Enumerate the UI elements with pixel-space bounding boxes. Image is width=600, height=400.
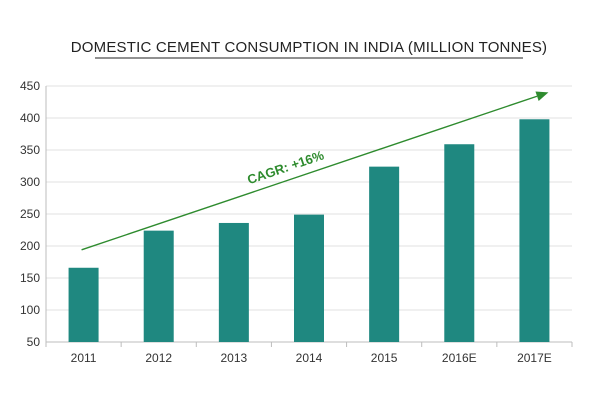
bar-2015 bbox=[369, 166, 400, 342]
bars bbox=[68, 119, 550, 342]
y-axis-ticks: 50 100 150 200 250 300 350 400 450 bbox=[20, 79, 40, 349]
y-tick-label: 300 bbox=[20, 175, 40, 189]
x-tick-label: 2013 bbox=[221, 351, 248, 365]
x-tick-label: 2012 bbox=[145, 351, 172, 365]
x-tick-label: 2014 bbox=[296, 351, 323, 365]
bar-2011 bbox=[68, 267, 99, 342]
x-tick-label: 2016E bbox=[442, 351, 477, 365]
x-axis-ticks: 2011 2012 2013 2014 2015 2016E 2017E bbox=[71, 351, 552, 365]
x-tick-label: 2015 bbox=[371, 351, 398, 365]
x-tick-label: 2011 bbox=[71, 351, 97, 365]
cagr-arrow-line bbox=[81, 95, 538, 251]
x-tick-label: 2017E bbox=[517, 351, 552, 365]
y-tick-label: 100 bbox=[20, 303, 40, 317]
cagr-arrowhead-icon bbox=[535, 91, 549, 101]
y-tick-label: 150 bbox=[20, 271, 40, 285]
y-tick-label: 200 bbox=[20, 239, 40, 253]
bar-2017e bbox=[519, 119, 550, 342]
y-tick-label: 400 bbox=[20, 111, 40, 125]
bar-2012 bbox=[143, 230, 174, 342]
y-tick-label: 250 bbox=[20, 207, 40, 221]
bar-2013 bbox=[218, 222, 249, 342]
bar-2014 bbox=[294, 214, 324, 342]
y-tick-label: 450 bbox=[20, 79, 40, 93]
bar-2016e bbox=[444, 144, 475, 342]
y-tick-label: 50 bbox=[27, 335, 41, 349]
chart-title: DOMESTIC CEMENT CONSUMPTION IN INDIA (MI… bbox=[71, 39, 547, 56]
y-tick-label: 350 bbox=[20, 143, 40, 157]
